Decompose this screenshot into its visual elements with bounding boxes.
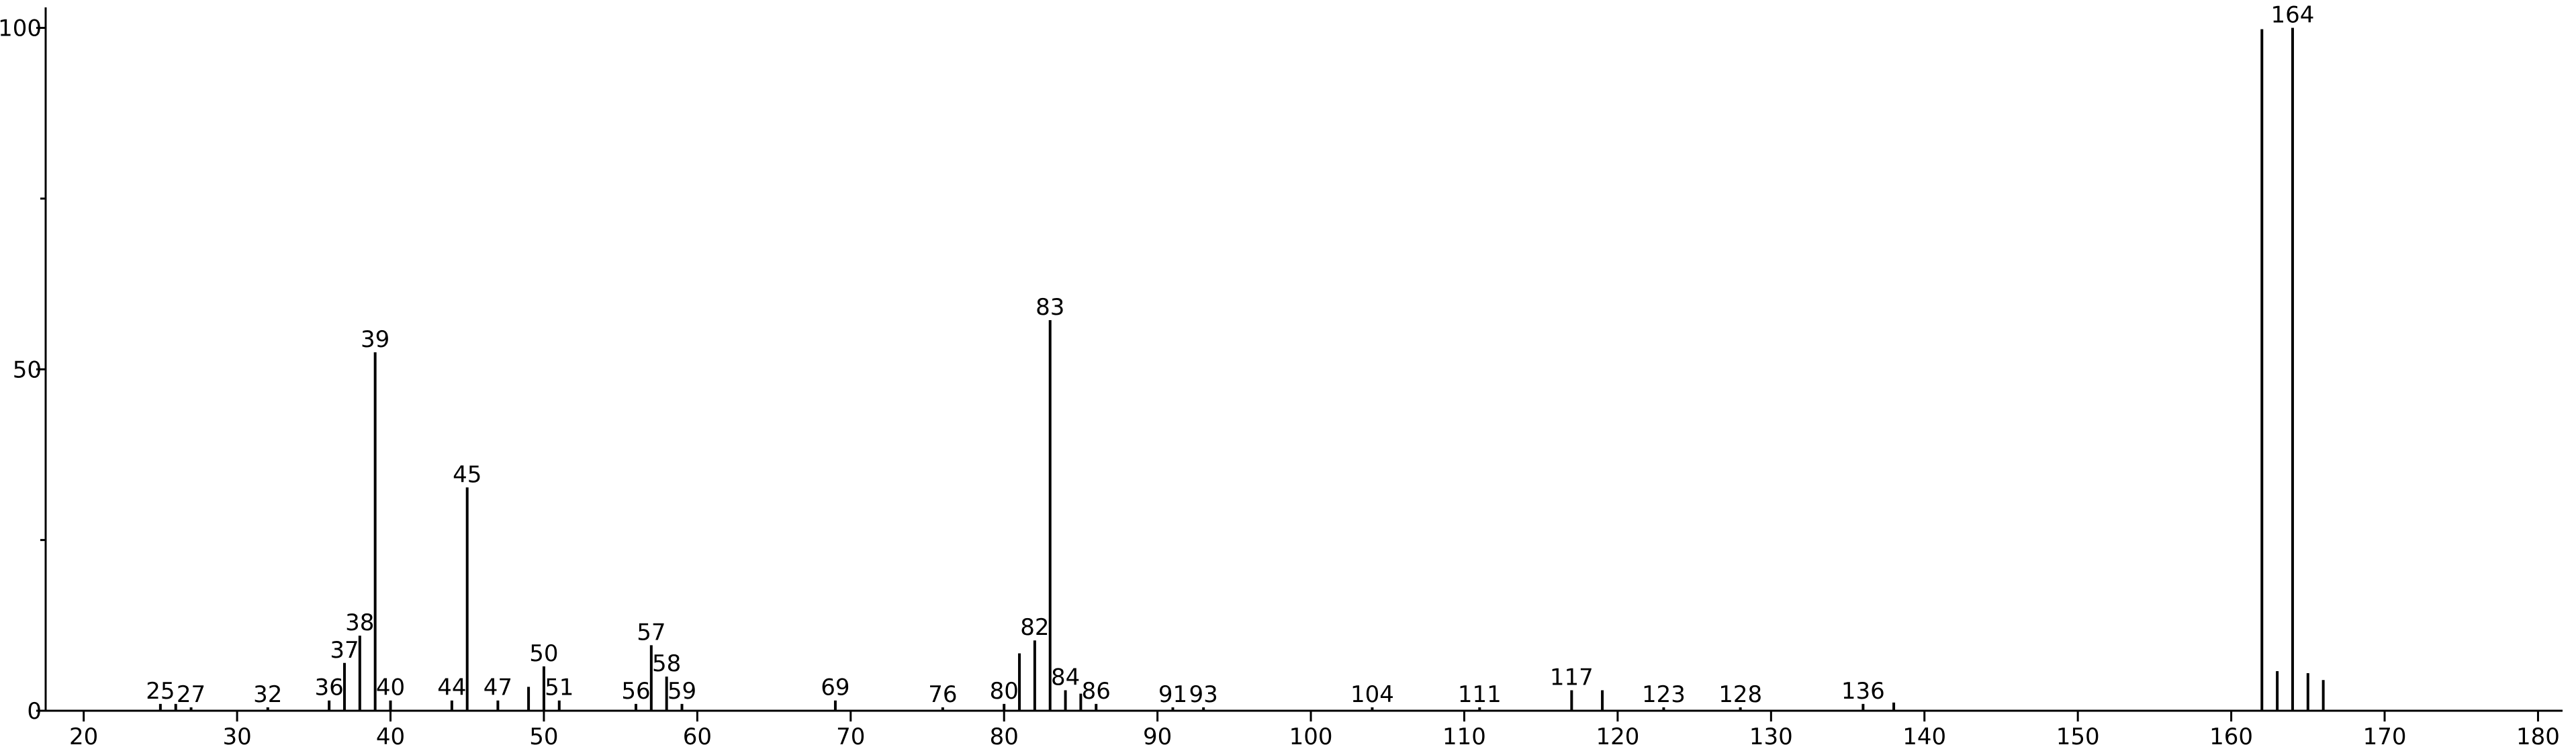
peak-label: 128 (1718, 681, 1762, 708)
x-tick-label: 20 (69, 723, 98, 749)
peak-label: 69 (821, 675, 849, 701)
x-tick-label: 40 (376, 723, 405, 749)
peak-label: 86 (1082, 678, 1111, 705)
peak-label: 36 (314, 675, 343, 701)
x-tick-label: 60 (683, 723, 712, 749)
peak-label: 111 (1458, 681, 1502, 708)
x-tick-label: 140 (1902, 723, 1946, 749)
x-tick-label: 110 (1442, 723, 1486, 749)
peak-label: 117 (1550, 664, 1594, 691)
peak-label: 51 (545, 675, 573, 701)
y-tick-label: 0 (27, 698, 42, 725)
peak-label: 40 (376, 675, 405, 701)
peak-label: 80 (990, 678, 1019, 705)
peak-label: 37 (330, 637, 359, 664)
peak-label: 32 (253, 681, 282, 708)
peak-label: 84 (1051, 664, 1080, 691)
peak-label: 38 (345, 609, 374, 636)
peak-label: 59 (668, 678, 696, 705)
peak-label: 123 (1642, 681, 1686, 708)
peak-label: 44 (437, 675, 466, 701)
x-tick-label: 130 (1749, 723, 1793, 749)
x-tick-label: 180 (2516, 723, 2560, 749)
peak-label: 50 (529, 640, 558, 667)
x-tick-label: 90 (1143, 723, 1172, 749)
peak-label: 82 (1020, 614, 1049, 641)
peak-label: 39 (361, 326, 389, 353)
x-tick-label: 170 (2363, 723, 2407, 749)
peak-label: 27 (177, 681, 205, 708)
peak-label: 58 (652, 650, 681, 677)
peak-label: 164 (2271, 2, 2315, 29)
peak-label: 91 (1158, 681, 1187, 708)
peak-label: 25 (146, 678, 175, 705)
x-tick-label: 30 (222, 723, 251, 749)
x-tick-label: 160 (2209, 723, 2253, 749)
x-tick-label: 150 (2056, 723, 2100, 749)
peak-label: 136 (1841, 678, 1885, 705)
x-tick-label: 100 (1289, 723, 1333, 749)
peak-label: 83 (1036, 294, 1064, 321)
x-tick-label: 120 (1596, 723, 1639, 749)
peak-label: 47 (484, 675, 512, 701)
y-tick-label: 50 (13, 356, 42, 383)
x-tick-label: 50 (529, 723, 558, 749)
y-tick-label: 100 (0, 15, 42, 42)
peak-label: 104 (1350, 681, 1394, 708)
peak-label: 45 (453, 461, 481, 488)
x-tick-label: 70 (836, 723, 865, 749)
peak-label: 57 (637, 619, 665, 646)
peak-label: 56 (621, 678, 650, 705)
peak-label: 93 (1189, 681, 1218, 708)
x-tick-label: 80 (990, 723, 1019, 749)
peak-label: 76 (928, 681, 957, 708)
